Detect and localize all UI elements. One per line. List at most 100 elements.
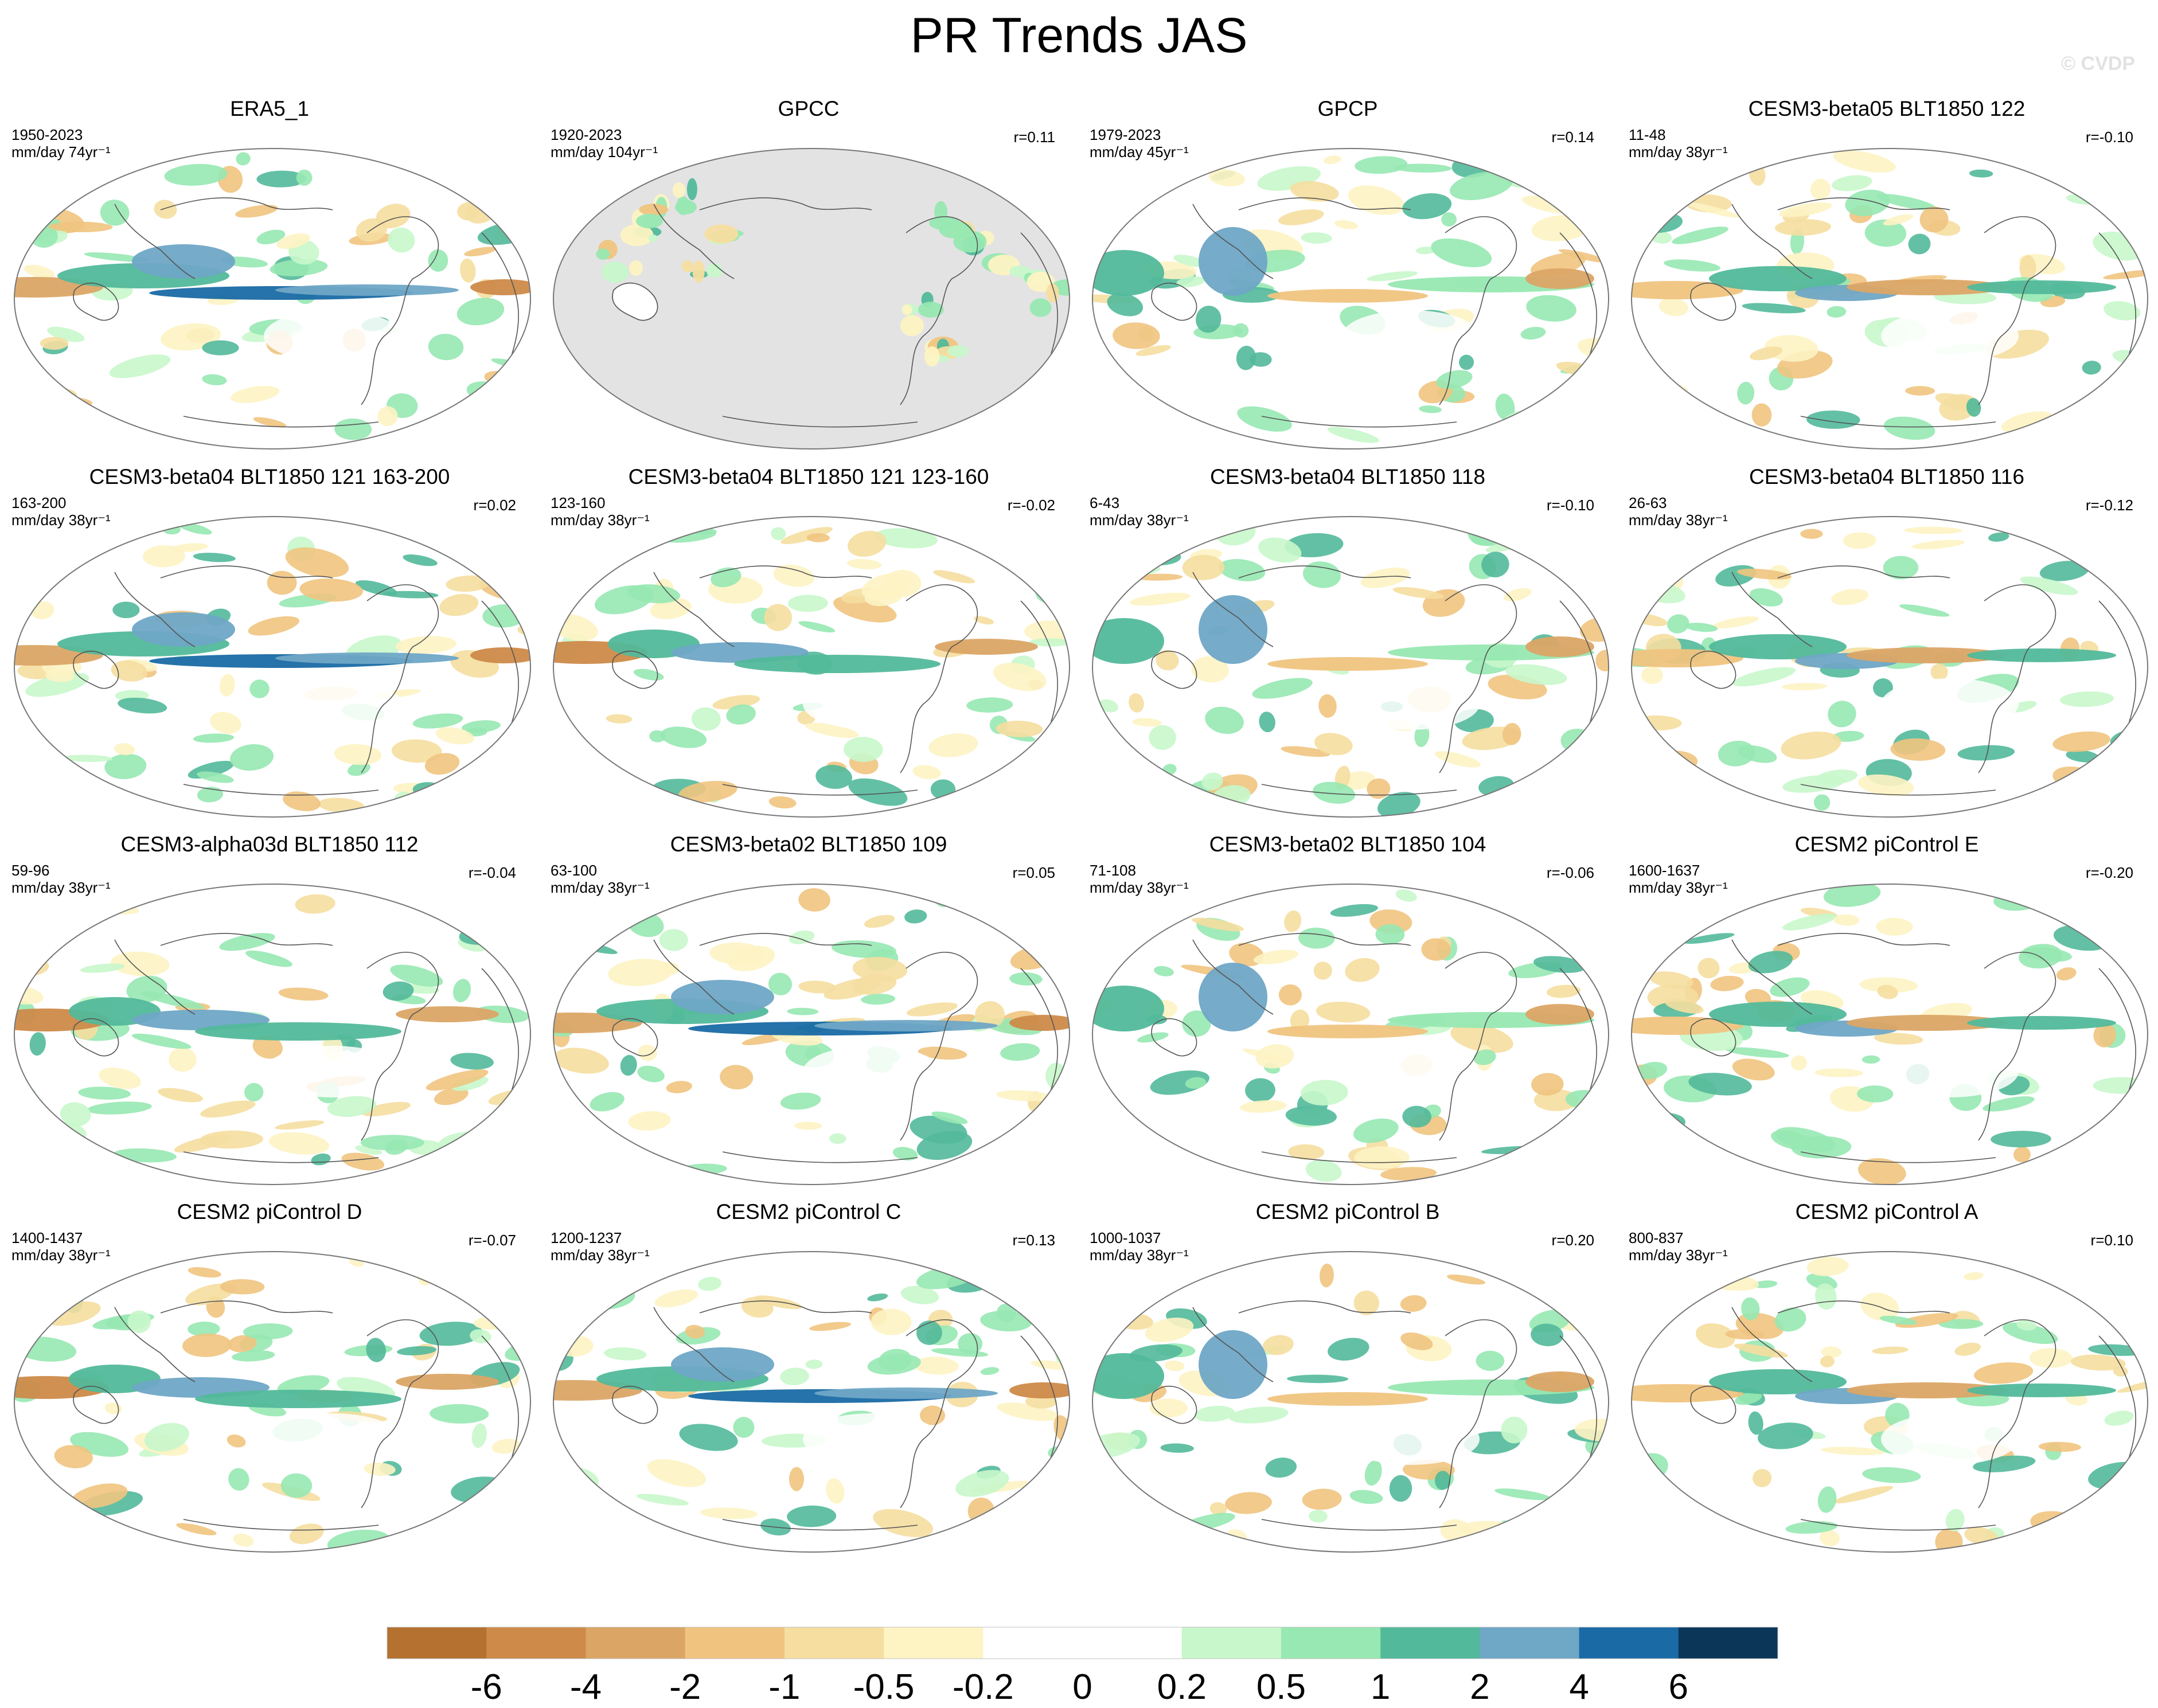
panel-years: 1200-1237: [551, 1229, 622, 1246]
panel-units: mm/day 38yr⁻¹: [1629, 879, 1728, 896]
panel-years: 11-48: [1629, 126, 1666, 143]
panel-title: CESM3-beta04 BLT1850 121 163-200: [89, 465, 450, 488]
panel-units: mm/day 38yr⁻¹: [551, 511, 650, 529]
world-map: [1631, 148, 2148, 450]
panel-years: 1000-1037: [1090, 1229, 1161, 1246]
panel-title: CESM2 piControl B: [1255, 1200, 1440, 1224]
colorbar-tick-label: -4: [570, 1667, 602, 1707]
colorbar-tick-label: 1: [1371, 1667, 1390, 1707]
panel-years: 59-96: [11, 862, 50, 879]
colorbar-swatch: [884, 1627, 984, 1659]
map-panel: GPCP 1979-2023 mm/day 45yr⁻¹ r=0.14: [1078, 96, 1617, 463]
panel-units: mm/day 38yr⁻¹: [551, 1246, 650, 1264]
panel-years: 71-108: [1090, 862, 1136, 879]
panel-title: CESM3-beta04 BLT1850 118: [1210, 465, 1485, 488]
map-panel: ERA5_1 1950-2023 mm/day 74yr⁻¹: [0, 96, 539, 463]
colorbar-swatch: [1181, 1627, 1282, 1659]
colorbar-swatch: [983, 1627, 1083, 1659]
figure-title: PR Trends JAS: [910, 8, 1248, 63]
panel-years: 1400-1437: [11, 1229, 83, 1246]
panel-title: ERA5_1: [230, 97, 309, 120]
colorbar-tick-label: -1: [768, 1667, 800, 1707]
panel-units: mm/day 38yr⁻¹: [11, 511, 111, 529]
panel-correlation: r=0.14: [1551, 128, 1594, 146]
panel-correlation: r=-0.20: [2085, 864, 2133, 881]
panel-title: CESM2 piControl D: [177, 1200, 362, 1224]
colorbar-tick-label: -0.5: [853, 1667, 915, 1707]
panel-years: 1920-2023: [551, 126, 622, 143]
panel-years: 800-837: [1629, 1229, 1684, 1246]
panel-title: CESM3-beta05 BLT1850 122: [1748, 97, 2026, 120]
panel-units: mm/day 45yr⁻¹: [1090, 143, 1189, 161]
panel-title: CESM3-alpha03d BLT1850 112: [120, 832, 419, 856]
world-map: [14, 516, 531, 818]
colorbar-swatch: [586, 1627, 686, 1659]
world-map: [1092, 148, 1609, 450]
colorbar-swatch: [486, 1627, 586, 1659]
panel-years: 1950-2023: [11, 126, 83, 143]
map-panel: CESM3-beta04 BLT1850 121 163-200 163-200 m…: [0, 464, 539, 831]
panel-years: 163-200: [11, 494, 67, 511]
colorbar-swatch: [1579, 1627, 1679, 1659]
panel-title: CESM3-beta02 BLT1850 109: [670, 832, 947, 856]
panel-correlation: r=0.10: [2090, 1232, 2133, 1249]
world-map: [14, 884, 531, 1185]
panel-units: mm/day 38yr⁻¹: [1629, 1246, 1728, 1264]
colorbar-swatch: [1082, 1627, 1183, 1659]
map-panel: CESM3-beta02 BLT1850 104 71-108 mm/day 38y…: [1078, 832, 1617, 1199]
panel-units: mm/day 38yr⁻¹: [1090, 879, 1189, 896]
world-map: [14, 1251, 531, 1553]
panel-correlation: r=-0.02: [1007, 497, 1055, 514]
world-map: [1092, 884, 1609, 1185]
colorbar-swatch: [1480, 1627, 1580, 1659]
colorbar-tick-label: 4: [1569, 1667, 1589, 1707]
colorbar-tick-label: -2: [669, 1667, 701, 1707]
panel-correlation: r=0.13: [1012, 1232, 1055, 1249]
panel-title: CESM2 piControl C: [716, 1200, 902, 1224]
map-panel: CESM2 piControl B 1000-1037 mm/day 38yr⁻¹ r…: [1078, 1199, 1617, 1566]
panel-correlation: r=-0.10: [2085, 128, 2133, 146]
panel-correlation: r=-0.07: [468, 1232, 516, 1249]
world-map: [553, 1251, 1070, 1553]
panel-units: mm/day 74yr⁻¹: [11, 143, 111, 161]
map-panel: CESM3-beta04 BLT1850 116 26-63 mm/day 38yr…: [1617, 464, 2156, 831]
panel-units: mm/day 38yr⁻¹: [1090, 1246, 1189, 1264]
map-panel: CESM2 piControl C 1200-1237 mm/day 38yr⁻¹ r…: [539, 1199, 1078, 1566]
panel-correlation: r=0.05: [1012, 864, 1055, 881]
colorbar-swatch: [1678, 1627, 1778, 1659]
colorbar-swatch: [1281, 1627, 1381, 1659]
panel-correlation: r=-0.10: [1546, 497, 1594, 514]
panel-units: mm/day 38yr⁻¹: [11, 879, 111, 896]
map-panel: CESM3-beta04 BLT1850 121 123-160 123-160 m…: [539, 464, 1078, 831]
map-panel: GPCC 1920-2023 mm/day 104yr⁻¹ r=0.11: [539, 96, 1078, 463]
world-map: [1092, 1251, 1609, 1553]
panel-units: mm/day 38yr⁻¹: [1629, 511, 1728, 529]
panel-title: GPCC: [778, 97, 840, 120]
cvdp-watermark: © CVDP: [2061, 53, 2135, 75]
map-panel: CESM3-alpha03d BLT1850 112 59-96 mm/day 38…: [0, 832, 539, 1199]
map-panel: CESM3-beta05 BLT1850 122 11-48 mm/day 38yr…: [1617, 96, 2156, 463]
colorbar-tick-label: -0.2: [953, 1667, 1014, 1707]
panel-correlation: r=-0.12: [2085, 497, 2133, 514]
panel-title: CESM3-beta04 BLT1850 116: [1749, 465, 2024, 488]
panel-units: mm/day 38yr⁻¹: [11, 1246, 111, 1264]
panel-title: CESM3-beta02 BLT1850 104: [1209, 832, 1486, 856]
colorbar-tick-label: 0.5: [1256, 1667, 1306, 1707]
world-map: [553, 884, 1070, 1185]
panel-title: GPCP: [1317, 97, 1378, 120]
colorbar-tick-label: 2: [1470, 1667, 1489, 1707]
colorbar-tick-label: 0: [1072, 1667, 1092, 1707]
world-map: [1631, 884, 2148, 1185]
panel-title: CESM2 piControl E: [1794, 832, 1979, 856]
panel-units: mm/day 38yr⁻¹: [1629, 143, 1728, 161]
colorbar-swatch: [387, 1627, 487, 1659]
colorbar-swatch: [1380, 1627, 1480, 1659]
panel-correlation: r=0.11: [1013, 128, 1055, 146]
colorbar-tick-label: -6: [471, 1667, 502, 1707]
panel-correlation: r=0.02: [473, 497, 516, 514]
panel-years: 123-160: [551, 494, 606, 511]
panel-units: mm/day 104yr⁻¹: [551, 143, 658, 161]
map-panel: CESM3-beta02 BLT1850 109 63-100 mm/day 38y…: [539, 832, 1078, 1199]
colorbar-swatch: [784, 1627, 884, 1659]
panel-units: mm/day 38yr⁻¹: [551, 879, 650, 896]
